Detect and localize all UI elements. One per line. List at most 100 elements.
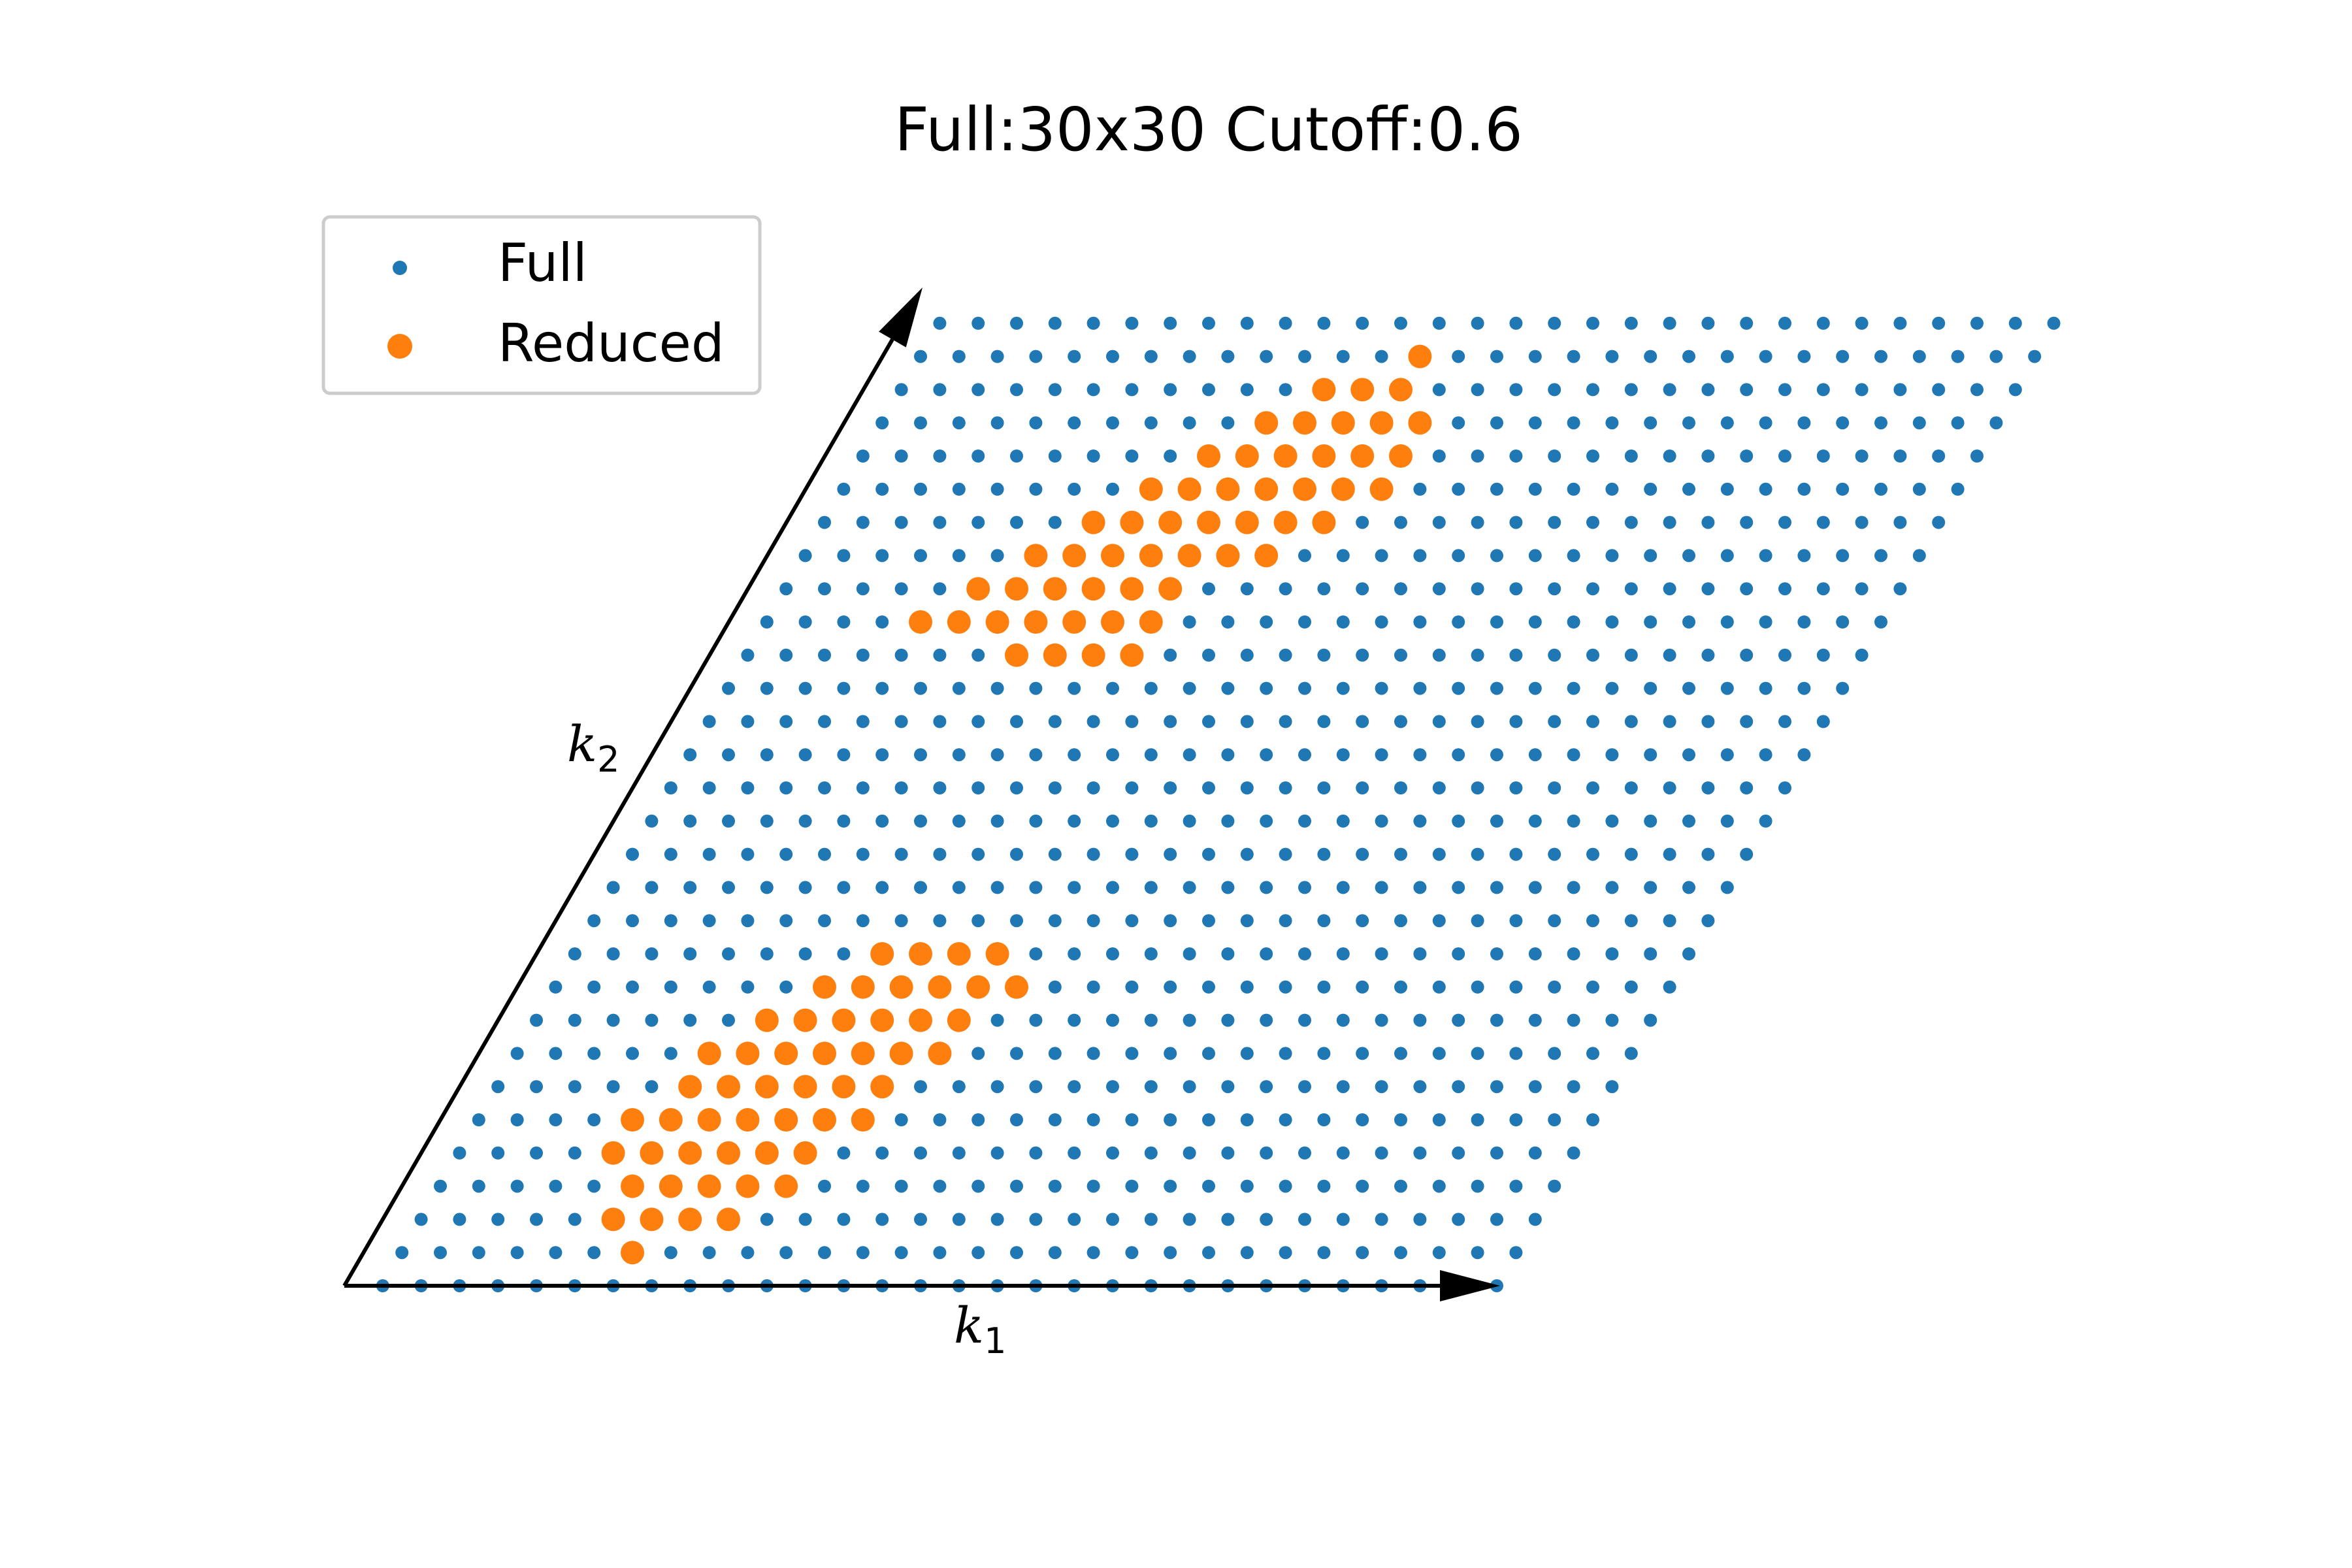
full-point [1528,947,1542,960]
full-point [1336,947,1350,960]
reduced-point [678,1141,702,1165]
full-point [1068,350,1081,363]
full-point [1240,847,1254,861]
full-point [1567,350,1580,363]
full-point [972,847,985,861]
full-point [914,416,927,430]
full-point [1298,814,1311,828]
full-point [856,582,870,596]
full-point [1548,1179,1561,1193]
full-point [1125,1113,1139,1126]
full-point [1586,1047,1599,1060]
reduced-point [1101,544,1124,568]
full-point [702,1246,716,1260]
full-point [990,814,1004,828]
full-point [894,449,908,463]
full-point [1336,1146,1350,1160]
full-point [1701,715,1715,728]
reduced-point [1369,477,1394,501]
full-point [818,914,831,928]
reduced-point [1139,477,1163,501]
full-point [722,1013,735,1027]
full-point [1932,515,1946,529]
full-point [1125,1047,1139,1060]
full-point [1317,1246,1331,1260]
full-point [1010,914,1023,928]
full-point [990,681,1004,695]
full-point [1509,980,1523,994]
full-point [1797,549,1811,563]
reduced-point [1139,544,1163,568]
full-point [1509,847,1523,861]
full-point [1394,781,1407,794]
full-point [1029,947,1043,960]
full-point [1394,316,1407,330]
full-point [2047,316,2061,330]
full-point [1125,847,1139,861]
full-point [1279,1246,1292,1260]
full-point [1279,914,1292,928]
full-point [491,1213,505,1226]
full-point [1164,449,1177,463]
full-point [1548,980,1561,994]
full-point [1029,681,1043,695]
full-point [914,681,927,695]
full-point [1356,715,1369,728]
full-point [1509,781,1523,794]
reduced-point [889,1041,913,1066]
full-point [1164,1047,1177,1060]
full-point [1509,515,1523,529]
full-point [894,582,908,596]
full-point [1452,1213,1465,1226]
full-point [952,748,966,762]
full-point [1970,383,1984,397]
full-point [1432,1113,1446,1126]
full-point [664,1047,678,1060]
full-point [1548,449,1561,463]
full-point [702,980,716,994]
full-point [1202,781,1215,794]
full-point [1279,383,1292,397]
full-point [1106,881,1119,894]
full-point [818,515,831,529]
full-point [1240,1113,1254,1126]
reduced-point [870,1008,894,1032]
full-point [549,1246,563,1260]
full-point [1586,914,1599,928]
full-point [1567,1013,1580,1027]
full-point [1298,1013,1311,1027]
full-point [1605,615,1619,629]
full-point [1471,914,1484,928]
full-point [1720,615,1734,629]
full-point [683,947,697,960]
full-point [1317,316,1331,330]
reduced-point [601,1207,625,1232]
full-point [587,1179,601,1193]
reduced-point [697,1108,721,1132]
reduced-point [1158,510,1183,534]
full-point [952,681,966,695]
reduced-point [1350,378,1375,402]
full-point [1221,681,1235,695]
full-point [1471,582,1484,596]
full-point [453,1213,466,1226]
full-point [1605,482,1619,496]
full-point [1164,1246,1177,1260]
reduced-point [928,1041,952,1066]
full-point [1183,814,1196,828]
full-point [933,316,947,330]
full-point [491,1146,505,1160]
full-point [1298,1146,1311,1160]
full-point [1336,549,1350,563]
full-point [1528,748,1542,762]
full-point [856,847,870,861]
full-point [1797,681,1811,695]
full-point [1836,482,1850,496]
full-point [1029,881,1043,894]
full-point [1586,847,1599,861]
full-point [1528,549,1542,563]
full-point [1701,582,1715,596]
full-point [741,715,755,728]
full-point [1240,914,1254,928]
full-point [1874,549,1887,563]
